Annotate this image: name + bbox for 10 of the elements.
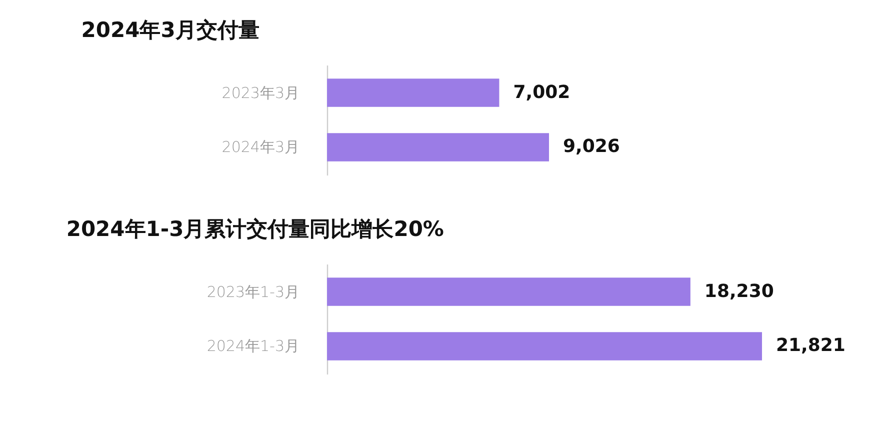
data-label: 18,230 xyxy=(704,280,774,302)
data-label: 21,821 xyxy=(776,335,846,356)
chart-title: 2024年1-3月累计交付量同比增长20% xyxy=(66,217,444,241)
y-tick-label: 2023年3月 xyxy=(222,84,300,102)
y-tick-label: 2023年1-3月 xyxy=(206,282,300,301)
y-tick-label: 2024年1-3月 xyxy=(206,337,300,356)
data-label: 7,002 xyxy=(513,82,570,103)
data-label: 9,026 xyxy=(563,136,620,158)
y-tick-label: 2024年3月 xyxy=(222,138,300,156)
chart-title: 2024年3月交付量 xyxy=(81,18,260,42)
